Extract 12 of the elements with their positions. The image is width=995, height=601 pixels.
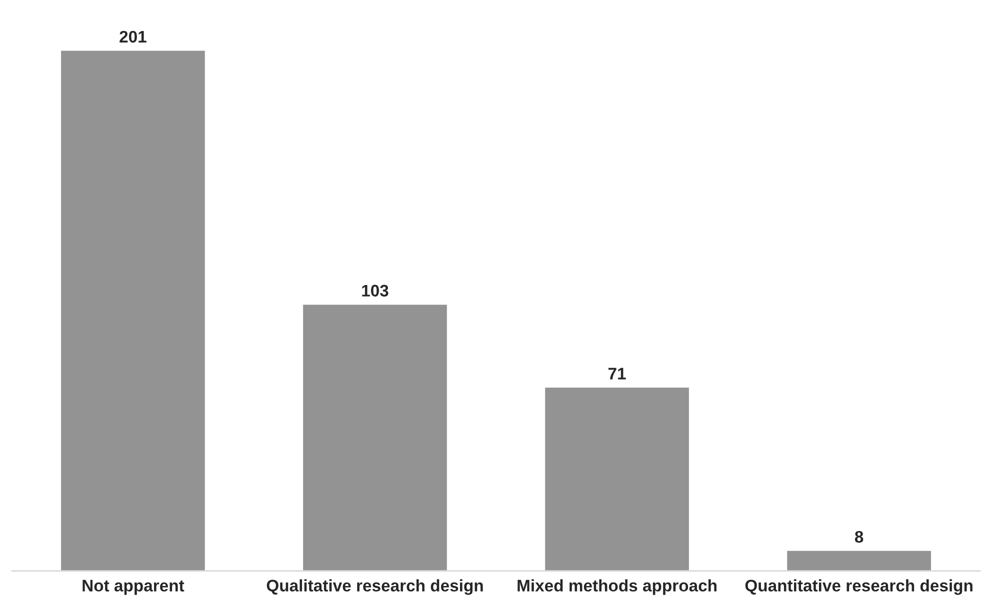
bar	[786, 550, 932, 571]
data-label: 201	[120, 30, 146, 43]
data-label: 71	[608, 368, 626, 380]
x-tick-label: Not apparent	[82, 580, 184, 595]
bar	[302, 303, 448, 571]
bar	[60, 49, 206, 571]
x-tick-label: Mixed methods approach	[518, 579, 716, 595]
x-tick-label: Quantitative research design	[745, 579, 972, 595]
bar	[544, 386, 690, 571]
data-label: 103	[362, 284, 388, 297]
data-label: 8	[854, 530, 864, 543]
x-tick-label: Qualitative research design	[266, 579, 483, 595]
